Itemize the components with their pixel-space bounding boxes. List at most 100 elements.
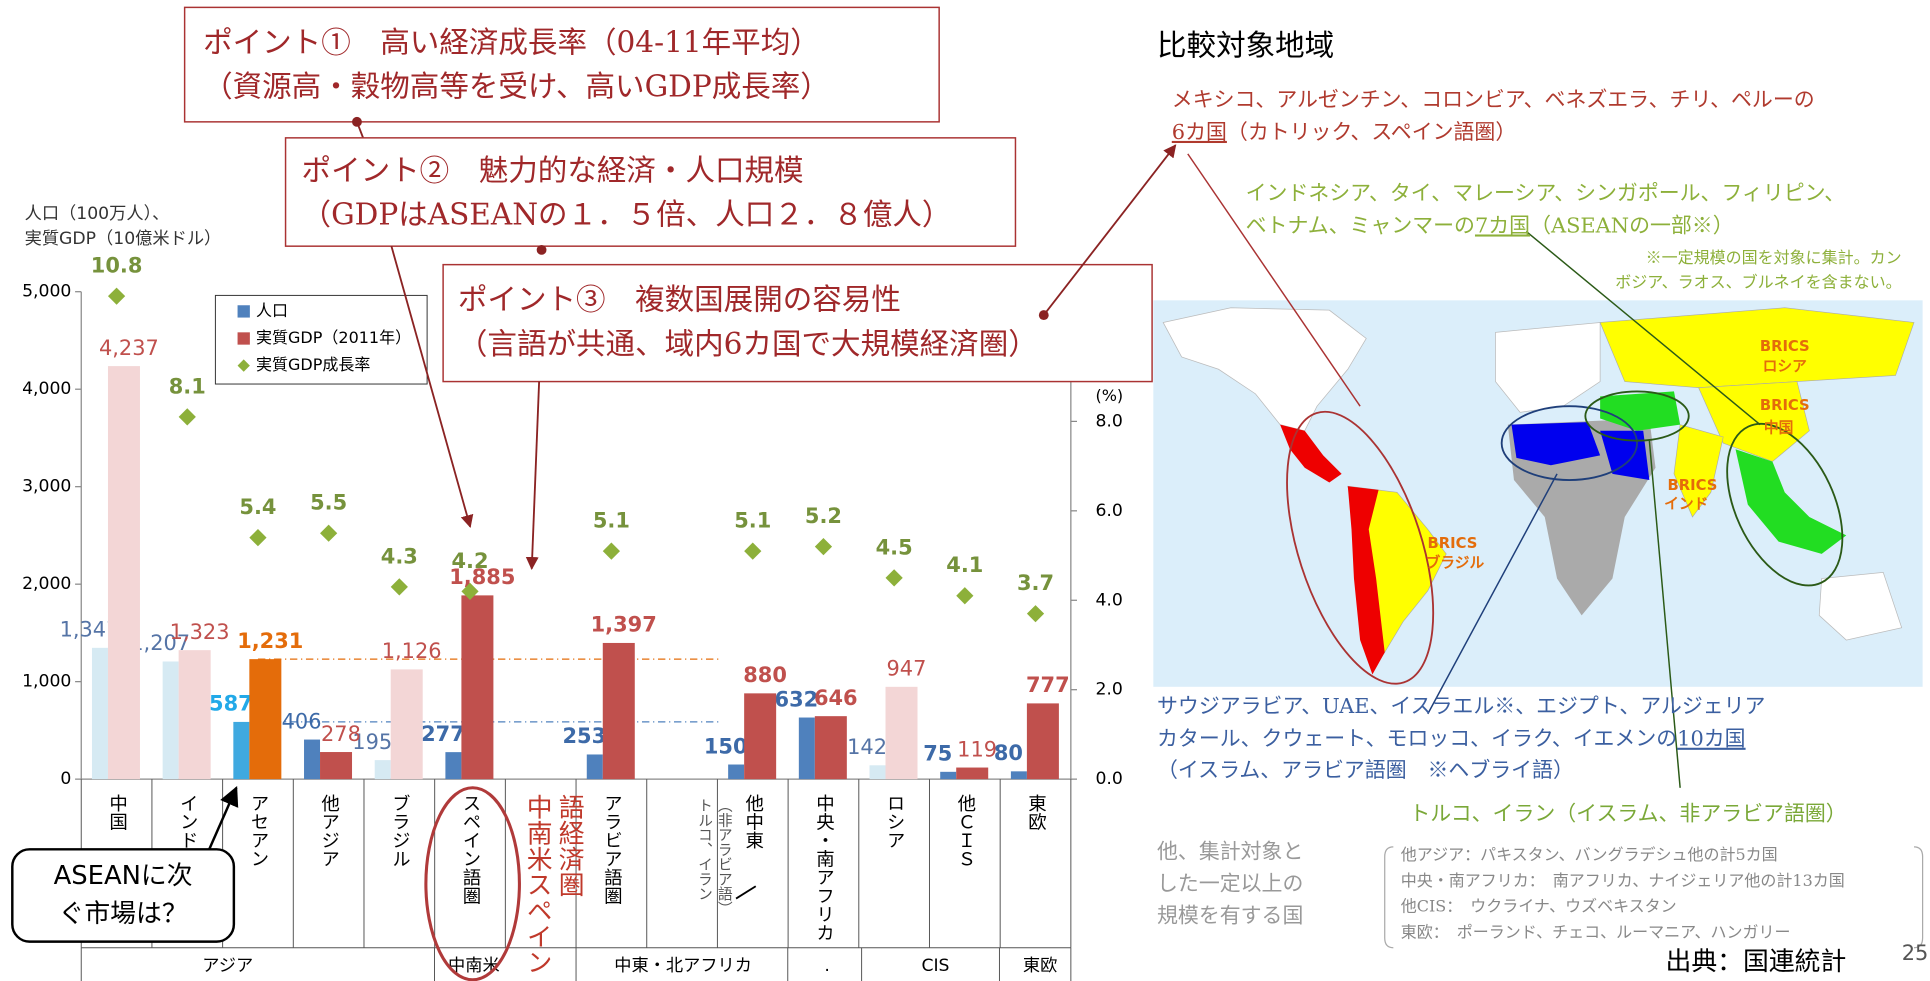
group-label: 中東・北アフリカ	[614, 956, 752, 976]
region-text: ベトナム、ミャンマーの	[1246, 213, 1475, 237]
callout-text: （資源高・穀物高等を受け、高いGDP成長率）	[203, 70, 830, 104]
other-list: 東欧： ポーランド、チェコ、ルーマニア、ハンガリー	[1401, 922, 1791, 941]
annotation-link	[735, 885, 757, 900]
marker	[602, 542, 621, 560]
callout-text: （言語が共通、域内6カ国で大規模経済圏）	[458, 327, 1038, 361]
sea	[1735, 449, 1847, 554]
x-tick-label: スペイン語圏	[460, 794, 481, 905]
region-text: 6カ国（カトリック、スペイン語圏）	[1172, 119, 1516, 143]
data-label: 5.4	[239, 495, 276, 519]
region-text: カタール、クウェート、モロッコ、イラク、イエメンの	[1157, 726, 1677, 750]
region-text: インドネシア、タイ、マレーシア、シンガポール、フィリピン、	[1246, 181, 1846, 205]
group-label: CIS	[921, 956, 949, 976]
data-label: 277	[421, 722, 465, 746]
bar	[249, 659, 282, 780]
bar	[461, 595, 494, 780]
x-tick-label: 中央・南アフリカ	[813, 794, 834, 942]
region-note: ボジア、ラオス、ブルネイを含まない。	[1615, 273, 1901, 292]
chart: 0 1,000 2,000 3,000 4,000 5,000 0.0 2.0 4.0 6.0 8.…	[11, 204, 1123, 981]
callout-arrow	[1043, 144, 1177, 316]
other-text: 他、集計対象と	[1157, 839, 1303, 863]
bar	[814, 716, 847, 780]
mexico	[1280, 424, 1342, 483]
other-list: 他CIS： ウクライナ、ウズベキスタン	[1401, 897, 1677, 916]
bar	[940, 771, 957, 780]
data-label: 4.1	[946, 553, 983, 577]
callout-text: ポイント① 高い経済成長率（04-11年平均）	[203, 25, 820, 59]
callout-text: ポイント③ 複数国展開の容易性	[458, 283, 901, 317]
question-text: ぐ市場は？	[59, 899, 188, 929]
data-label: 880	[743, 663, 787, 687]
bar	[91, 647, 108, 780]
data-label: 195	[352, 730, 392, 754]
callout-arrow	[390, 245, 474, 529]
callout-box	[183, 6, 940, 123]
asean-link	[1525, 230, 1761, 426]
data-label: 587	[209, 692, 253, 716]
bar	[798, 717, 815, 780]
x-tick-label: 他ＣＩＳ	[955, 794, 976, 868]
x-tick-label: 他中東	[743, 794, 764, 849]
legend-swatch	[237, 305, 250, 318]
x-tick-label: 他アジア	[319, 794, 340, 868]
callout-text: （GDPはASEANの１．５倍、人口２．８億人）	[302, 198, 952, 232]
data-label: 5.5	[310, 491, 347, 515]
turkey-link	[1648, 440, 1681, 788]
data-label: 5.1	[593, 509, 630, 533]
data-label: 150	[704, 734, 748, 758]
y-axis-label: 実質GDP（10億米ドル）	[25, 229, 222, 249]
data-label: 4,237	[99, 336, 159, 360]
data-label: 10.8	[91, 254, 143, 278]
marker	[744, 542, 762, 560]
bar	[304, 739, 321, 780]
region-count: 7カ国	[1475, 213, 1530, 237]
source: 出典：国連統計	[1666, 947, 1847, 977]
latin-link	[1187, 153, 1361, 407]
china	[1698, 381, 1810, 462]
data-label: 406	[282, 709, 322, 733]
map: BRICS ロシア BRICS 中国 BRICS インド BRICS ブラジル	[1153, 153, 1923, 788]
x-tick-label: 東欧	[1026, 794, 1047, 831]
data-label: 4.2	[451, 549, 488, 573]
other-list: 中央・南アフリカ： 南アフリカ、ナイジェリア他の計13カ国	[1401, 871, 1845, 890]
bar	[744, 693, 777, 780]
map-label: 中国	[1764, 418, 1794, 436]
bar	[233, 721, 250, 780]
legend-swatch	[237, 332, 250, 345]
data-label: 1,885	[449, 565, 515, 589]
bar	[956, 767, 989, 780]
data-label: 646	[814, 686, 858, 710]
india	[1673, 424, 1724, 518]
region-text: ベトナム、ミャンマーの7カ国（ASEANの一部※）	[1246, 213, 1734, 237]
data-label: 5.2	[805, 504, 842, 528]
map-label: ブラジル	[1425, 554, 1484, 572]
region-count: 6カ国	[1172, 119, 1227, 143]
marker	[885, 569, 903, 587]
data-label: 119	[957, 737, 997, 761]
region-count: 10カ国	[1677, 726, 1745, 750]
group-label: アジア	[202, 956, 253, 976]
callout-dot	[536, 244, 547, 255]
callout-box	[284, 137, 1017, 247]
bar	[869, 765, 886, 780]
x-tick-label: インド	[177, 794, 198, 849]
bar	[320, 752, 353, 780]
x-tick-label: 中国	[107, 794, 128, 831]
bar	[728, 764, 745, 780]
group-label: 東欧	[1023, 956, 1057, 976]
map-label: ロシア	[1763, 358, 1808, 375]
other-list: 他アジア：パキスタン、バングラデシュ他の計5カ国	[1401, 845, 1778, 864]
region-notes: 比較対象地域 メキシコ、アルゼンチン、コロンビア、ベネズエラ、チリ、ペルーの 6…	[1157, 28, 1924, 949]
question-arrow	[208, 785, 239, 850]
annotation: （非アラビア語）	[716, 798, 733, 916]
map-label: BRICS	[1760, 338, 1810, 355]
data-label: 1,231	[237, 629, 303, 653]
legend-swatch	[237, 359, 250, 372]
legend-label: 人口	[256, 301, 288, 320]
mideast-ring	[1500, 405, 1638, 481]
turkey-iran	[1600, 391, 1681, 431]
data-label: 75	[923, 742, 952, 766]
marker	[390, 578, 408, 596]
question-box	[11, 848, 236, 943]
